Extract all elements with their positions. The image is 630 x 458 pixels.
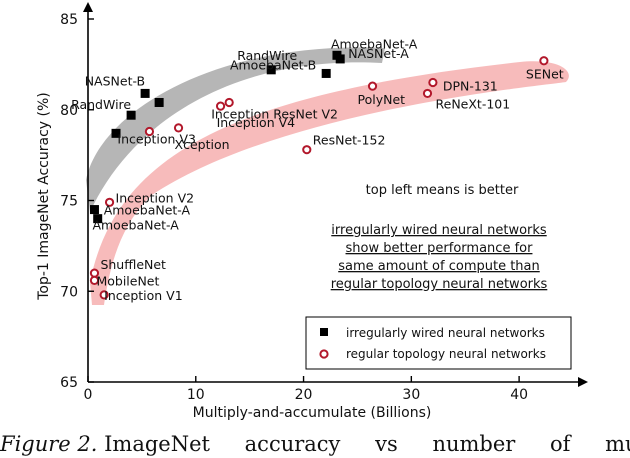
x-tick-label: 20 (295, 387, 313, 403)
point-label: NASNet-A (348, 46, 409, 61)
regular-point (89, 275, 100, 285)
point-label: AmoebaNet-A (331, 36, 418, 51)
legend-circle-marker (319, 349, 329, 359)
axes: 65 70 75 80 85 0 10 20 30 40 Multiply-and-accumu… (36, 2, 588, 421)
annotation-line-3: same amount of compute than (338, 259, 540, 274)
point-label: AmoebaNet-A (92, 218, 179, 233)
caption-word: vs (375, 432, 398, 456)
irregular-point (321, 68, 331, 78)
annotation-line-2: show better performance for (346, 241, 534, 256)
point-label: Inception V3 (117, 132, 196, 147)
y-tick-label: 85 (60, 12, 78, 28)
regular-point (104, 197, 115, 207)
regular-point (422, 88, 433, 99)
y-axis-arrow (83, 2, 93, 12)
y-tick-label: 75 (60, 194, 78, 210)
irregular-point (126, 110, 136, 120)
data-points (89, 50, 549, 300)
chart: 65 70 75 80 85 0 10 20 30 40 Multiply-and-accumu… (36, 2, 588, 421)
point-label: RandWire (237, 48, 297, 63)
point-label: AmoebaNet-A (104, 203, 191, 218)
regular-point (367, 81, 378, 91)
legend-box (305, 316, 572, 370)
point-label: RandWire (71, 97, 131, 112)
y-axis-label: Top-1 ImageNet Accuracy (%) (36, 92, 52, 301)
irregular-point (89, 205, 99, 215)
annotation-line-1: irregularly wired neural networks (331, 223, 547, 238)
point-label: Xception (175, 137, 230, 152)
point-label: Inception V1 (104, 288, 183, 303)
irregular-point (93, 214, 103, 224)
point-label: ReNeXt-101 (436, 96, 511, 111)
irregular-point (266, 65, 276, 75)
legend-label-regular: regular topology neural networks (346, 347, 546, 361)
regular-point (302, 145, 312, 155)
regular-point (215, 101, 226, 111)
y-tick-label: 70 (60, 284, 78, 300)
caption-figure-label: Figure 2. (0, 432, 98, 456)
regular-point (144, 126, 155, 137)
regular-trend-band (90, 61, 569, 305)
legend-square-marker (320, 328, 328, 336)
irregular-point (335, 54, 345, 64)
caption-word: of (550, 432, 571, 456)
point-label: PolyNet (358, 92, 406, 107)
y-ticks: 65 70 75 80 85 (60, 12, 94, 391)
caption-word: ImageNet (104, 432, 210, 456)
x-tick-label: 40 (510, 387, 528, 403)
figure-caption: Figure 2. ImageNet accuracy vs number of… (0, 432, 630, 458)
point-label: NASNet-B (85, 73, 145, 88)
regular-point (539, 56, 549, 66)
irregular-point (111, 128, 121, 138)
annotation-note: top left means is better (366, 183, 519, 198)
point-label: AmoebaNet-B (230, 57, 316, 72)
point-labels: AmoebaNet-AAmoebaNet-ARandWireNASNet-BRa… (71, 36, 564, 303)
x-ticks: 0 10 20 30 40 (84, 376, 528, 403)
point-label: Inception V4 (217, 115, 296, 130)
point-label: Inception V2 (116, 190, 195, 205)
x-axis-label: Multiply-and-accumulate (Billions) (193, 405, 432, 421)
caption-word: accuracy (244, 432, 341, 456)
point-label: ResNet-152 (313, 133, 386, 148)
point-label: Inception ResNet V2 (211, 106, 338, 121)
legend-label-irregular: irregularly wired neural networks (346, 326, 545, 340)
x-tick-label: 10 (187, 387, 205, 403)
x-tick-label: 30 (402, 387, 420, 403)
point-label: SENet (526, 67, 564, 82)
annotation-block: top left means is better irregularly wir… (331, 183, 548, 292)
annotation-line-4: regular topology neural networks (331, 277, 548, 292)
point-label: DPN-131 (443, 79, 498, 94)
caption-word: number (432, 432, 516, 456)
regular-point (224, 97, 234, 108)
point-label: MobileNet (96, 273, 159, 288)
y-tick-label: 80 (60, 103, 78, 119)
regular-point (428, 77, 438, 88)
x-tick-label: 0 (84, 387, 93, 403)
irregular-point (140, 88, 150, 98)
point-label: ShuffleNet (100, 257, 166, 272)
x-axis-arrow (578, 377, 588, 387)
legend: irregularly wired neural networks regula… (305, 316, 572, 370)
irregular-point (154, 97, 164, 107)
caption-word: multiply-an (605, 432, 630, 456)
regular-point (173, 123, 184, 133)
regular-point (99, 290, 109, 300)
y-tick-label: 65 (60, 375, 78, 391)
